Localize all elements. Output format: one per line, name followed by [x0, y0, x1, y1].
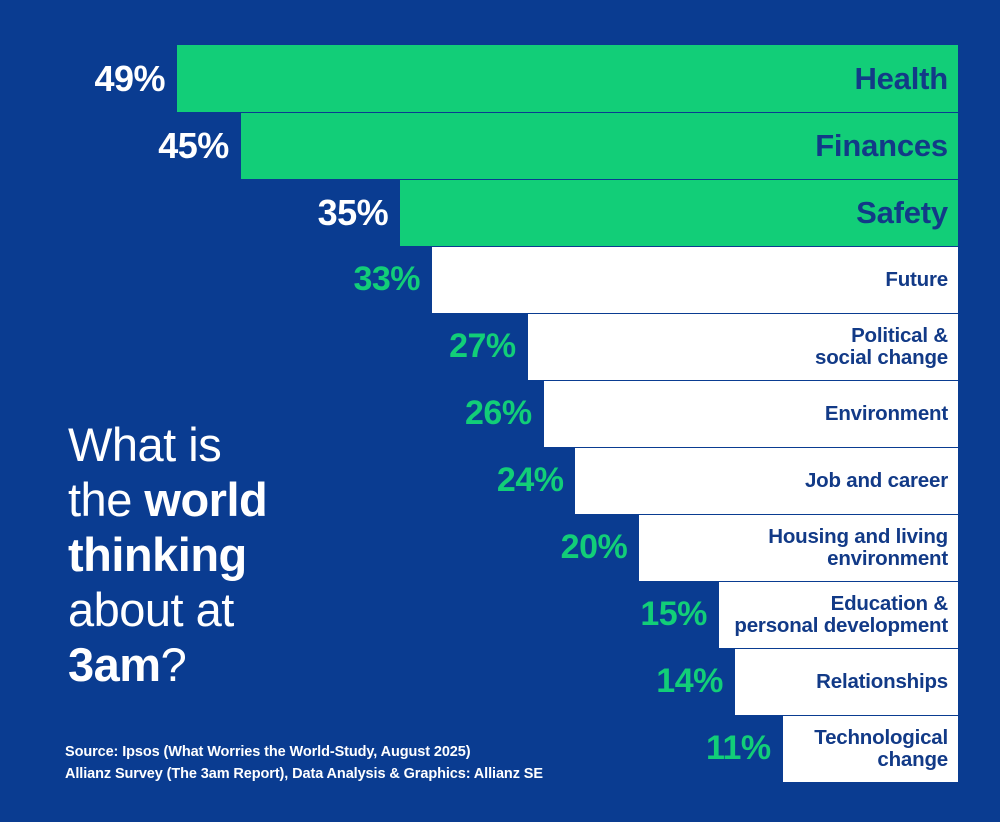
bar: Education & personal development [718, 581, 958, 648]
bar-category-label: Political & social change [815, 323, 948, 369]
bar-value-label: 27% [449, 327, 516, 365]
bar-row: 35% Safety [0, 179, 1000, 246]
bar-category-label: Safety [856, 195, 948, 231]
bar-row: 20% Housing and living environment [0, 514, 1000, 581]
bar-value-label: 15% [640, 595, 707, 633]
bar: Safety [400, 179, 958, 246]
bar-value-label: 24% [496, 461, 564, 499]
bar-value-label: 26% [465, 394, 532, 432]
bar-value-label: 11% [705, 729, 771, 767]
bar-row: 11% Technological change [0, 715, 1000, 782]
bar-row: 15% Education & personal development [0, 581, 1000, 648]
bar: Finances [240, 112, 958, 179]
bar-value-label: 14% [656, 662, 723, 700]
bar-value-label: 45% [158, 124, 229, 166]
bar: Future [432, 246, 958, 313]
bar-category-label: Housing and living environment [768, 524, 948, 570]
bar-row: 26% Environment [0, 380, 1000, 447]
bar-row: 27% Political & social change [0, 313, 1000, 380]
headline-line-5-light: ? [160, 637, 187, 691]
bar: Health [177, 45, 958, 112]
bar-value-label: 20% [560, 528, 628, 566]
bar: Technological change [782, 715, 958, 782]
headline-line-2-light: the [68, 472, 145, 526]
bar-row: 49% Health [0, 45, 1000, 112]
bar-value-label: 33% [353, 260, 421, 298]
bar-category-label: Job and career [804, 468, 948, 492]
bar-row: 24% Job and career [0, 447, 1000, 514]
bar-category-label: Technological change [814, 725, 948, 771]
headline-line-2: the world [68, 473, 398, 528]
headline-line-2-bold: world [144, 472, 268, 526]
bar: Environment [543, 380, 958, 447]
bar-row: 45% Finances [0, 112, 1000, 179]
page-title: What is the world thinking about at 3am? [68, 418, 398, 693]
source-note: Source: Ipsos (What Worries the World-St… [65, 741, 543, 786]
bar-category-label: Health [854, 60, 948, 96]
bar-chart: 49% Health 45% Finances 35% Safety 33% Future 27… [0, 45, 1000, 782]
headline-line-3: thinking [68, 528, 398, 583]
headline-line-4-light: about at [68, 582, 234, 636]
bar-category-label: Relationships [816, 669, 948, 693]
bar-value-label: 49% [94, 57, 165, 99]
source-line-2: Allianz Survey (The 3am Report), Data An… [65, 766, 543, 783]
source-line-1: Source: Ipsos (What Worries the World-St… [65, 744, 471, 760]
headline-line-5: 3am? [68, 638, 398, 693]
headline-line-3-bold: thinking [68, 527, 247, 581]
headline-line-5-bold: 3am [68, 637, 161, 691]
bar-row: 33% Future [0, 246, 1000, 313]
bar: Relationships [734, 648, 958, 715]
headline-line-1: What is [68, 418, 398, 473]
bar-category-label: Environment [824, 401, 948, 425]
headline-line-1-text: What is [68, 418, 222, 471]
bar-category-label: Future [885, 267, 948, 291]
bar: Political & social change [527, 313, 958, 380]
bar-category-label: Education & personal development [734, 591, 948, 637]
bar: Housing and living environment [639, 514, 958, 581]
bar: Job and career [575, 447, 958, 514]
headline-line-4: about at [68, 583, 398, 638]
bar-row: 14% Relationships [0, 648, 1000, 715]
bar-category-label: Finances [815, 128, 948, 164]
bar-value-label: 35% [317, 191, 389, 233]
